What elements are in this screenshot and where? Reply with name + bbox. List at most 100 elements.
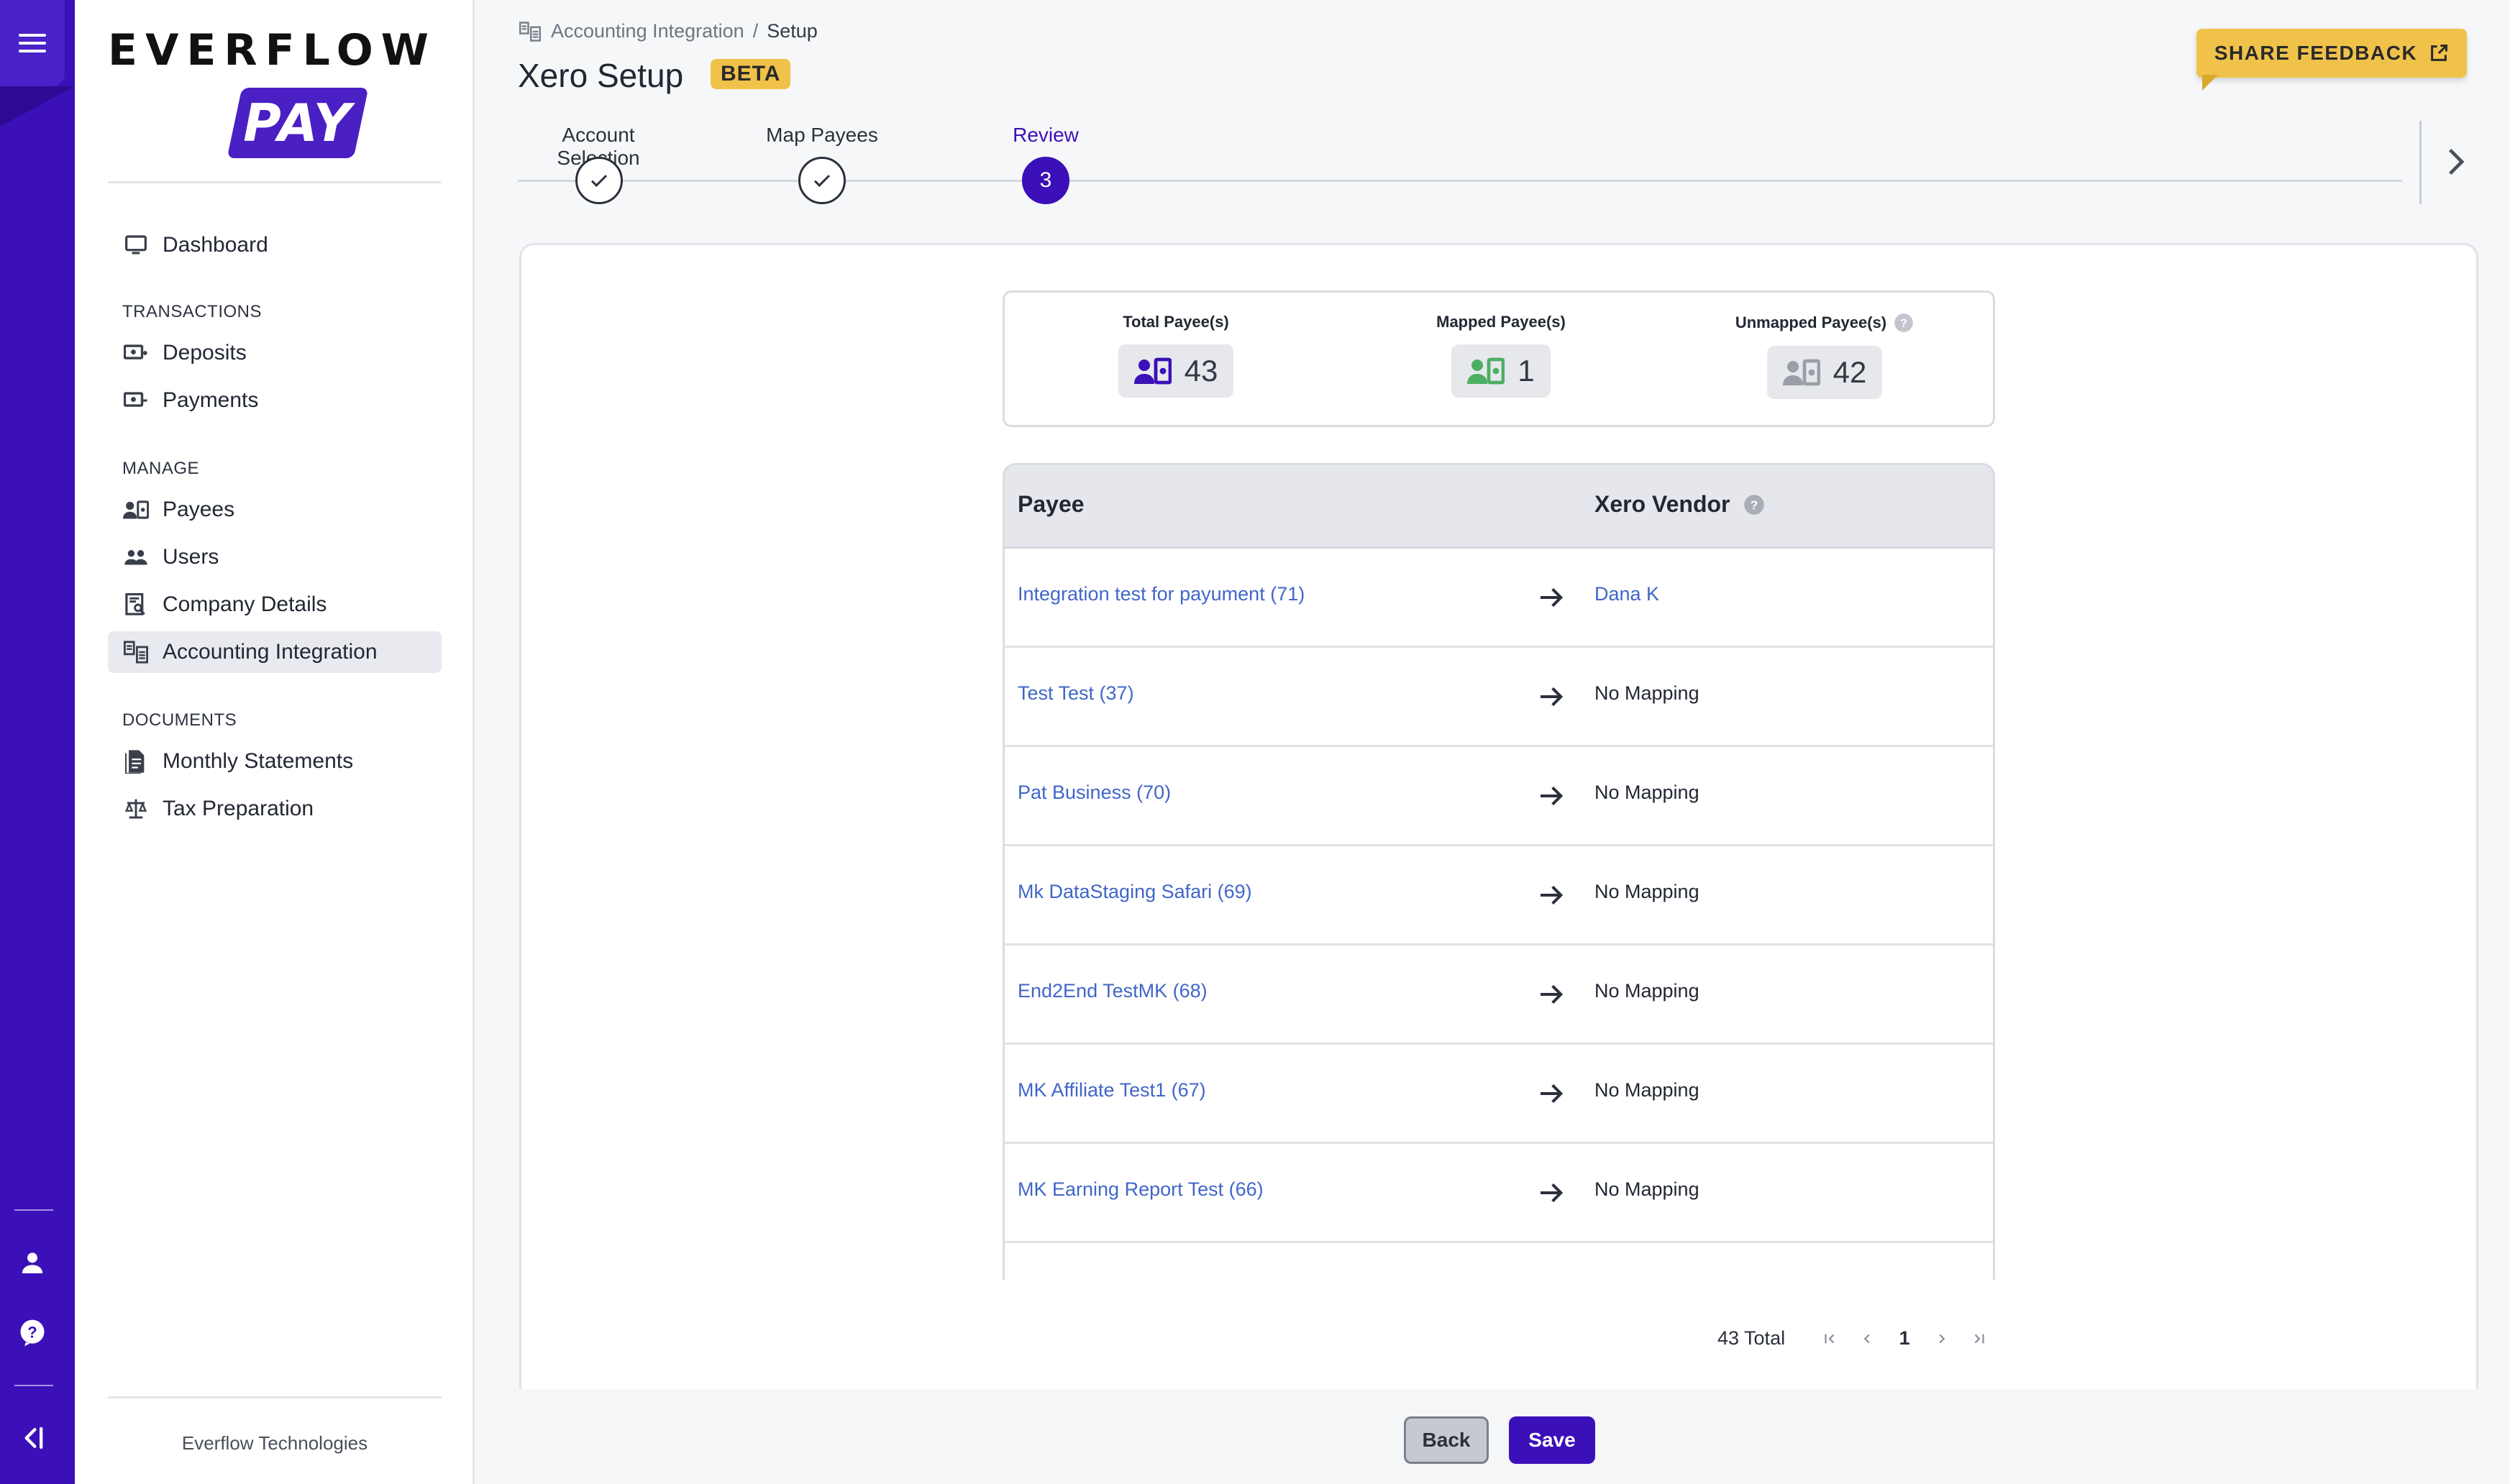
document-icon bbox=[122, 748, 150, 775]
sidebar-divider bbox=[108, 181, 442, 183]
summary-total: Total Payee(s) 43 bbox=[1068, 313, 1284, 398]
sidebar-item-deposits[interactable]: Deposits bbox=[108, 332, 442, 374]
next-page-icon[interactable] bbox=[1923, 1331, 1961, 1347]
arrow-right-icon bbox=[1537, 1079, 1566, 1108]
table-row: Integration test for payument (71) Dana … bbox=[1005, 549, 1993, 648]
summary-unmapped-value: 42 bbox=[1833, 355, 1867, 389]
step-1-complete[interactable] bbox=[575, 157, 623, 204]
feedback-tail bbox=[2202, 75, 2218, 91]
step-3-current[interactable]: 3 bbox=[1022, 157, 1069, 204]
sidebar-item-label: Payments bbox=[163, 388, 259, 412]
step-label-map-payees: Map Payees bbox=[766, 124, 878, 146]
step-2-complete[interactable] bbox=[798, 157, 846, 204]
account-icon[interactable] bbox=[0, 1245, 65, 1280]
sidebar: EVERFLOW PAY Dashboard TRANSACTIONS Depo… bbox=[75, 0, 475, 1484]
sidebar-item-label: Accounting Integration bbox=[163, 640, 378, 664]
payee-mapped-icon bbox=[1467, 357, 1505, 385]
summary-total-label: Total Payee(s) bbox=[1123, 313, 1229, 331]
first-page-icon[interactable] bbox=[1811, 1331, 1848, 1347]
save-button[interactable]: Save bbox=[1509, 1416, 1595, 1464]
column-header-xero-vendor: Xero Vendor ? bbox=[1594, 491, 1765, 518]
share-feedback-button[interactable]: SHARE FEEDBACK bbox=[2196, 29, 2467, 78]
sidebar-item-label: Tax Preparation bbox=[163, 797, 314, 820]
arrow-right-icon bbox=[1537, 1178, 1566, 1207]
users-icon bbox=[122, 544, 150, 571]
help-icon[interactable]: ? bbox=[0, 1316, 65, 1350]
summary-unmapped-label-row: Unmapped Payee(s) ? bbox=[1717, 313, 1932, 333]
help-circle-icon[interactable]: ? bbox=[1894, 313, 1914, 333]
payee-link[interactable]: Integration test for payument (71) bbox=[1018, 583, 1305, 605]
sidebar-item-monthly-statements[interactable]: Monthly Statements bbox=[108, 741, 442, 782]
sidebar-item-label: Payees bbox=[163, 498, 235, 521]
rail-divider bbox=[14, 1385, 53, 1386]
summary-total-value: 43 bbox=[1184, 354, 1218, 388]
payee-link[interactable]: MK Earning Report Test (66) bbox=[1018, 1178, 1264, 1200]
sidebar-item-label: Dashboard bbox=[163, 233, 268, 257]
external-link-icon bbox=[2429, 43, 2449, 63]
share-feedback-label: SHARE FEEDBACK bbox=[2214, 42, 2418, 64]
summary-unmapped: Unmapped Payee(s) ? 42 bbox=[1717, 313, 1932, 399]
summary-unmapped-label: Unmapped Payee(s) bbox=[1735, 313, 1887, 331]
integration-icon bbox=[519, 21, 541, 42]
vendor-mapping: No Mapping bbox=[1594, 1079, 1699, 1101]
sidebar-item-payments[interactable]: Payments bbox=[108, 380, 442, 421]
everflow-pay-logo[interactable]: EVERFLOW PAY bbox=[108, 29, 444, 158]
collapse-sidebar-icon[interactable] bbox=[0, 1421, 65, 1455]
sidebar-item-tax-preparation[interactable]: Tax Preparation bbox=[108, 788, 442, 830]
sidebar-item-label: Monthly Statements bbox=[163, 749, 354, 773]
payee-icon bbox=[1133, 357, 1172, 385]
table-row: MK Earning Report Test (66) No Mapping bbox=[1005, 1144, 1993, 1243]
sidebar-divider bbox=[108, 1396, 442, 1398]
check-icon bbox=[811, 170, 833, 191]
svg-text:?: ? bbox=[1750, 498, 1758, 512]
payee-mapping-table: Payee Xero Vendor ? Integration test for… bbox=[1003, 463, 1995, 1280]
back-button[interactable]: Back bbox=[1404, 1416, 1489, 1464]
payee-link[interactable]: Pat Business (70) bbox=[1018, 782, 1172, 803]
section-documents: DOCUMENTS bbox=[122, 710, 237, 730]
step-number: 3 bbox=[1039, 168, 1052, 192]
page-number[interactable]: 1 bbox=[1899, 1327, 1910, 1349]
payee-link[interactable]: Mk DataStaging Safari (69) bbox=[1018, 881, 1252, 902]
stepper-divider bbox=[2419, 121, 2422, 204]
sidebar-item-company-details[interactable]: Company Details bbox=[108, 584, 442, 626]
breadcrumb-current: Setup bbox=[767, 20, 818, 42]
summary-mapped: Mapped Payee(s) 1 bbox=[1393, 313, 1609, 398]
payee-icon bbox=[122, 496, 150, 523]
sidebar-item-label: Company Details bbox=[163, 592, 327, 616]
arrow-right-icon bbox=[1537, 583, 1566, 612]
last-page-icon[interactable] bbox=[1961, 1331, 1998, 1347]
payee-link[interactable]: End2End TestMK (68) bbox=[1018, 980, 1208, 1002]
summary-mapped-pill: 1 bbox=[1451, 344, 1551, 398]
scale-icon bbox=[122, 795, 150, 823]
section-transactions: TRANSACTIONS bbox=[122, 302, 263, 321]
sidebar-item-dashboard[interactable]: Dashboard bbox=[108, 224, 442, 266]
chevron-right-icon[interactable] bbox=[2441, 144, 2470, 180]
breadcrumb-parent[interactable]: Accounting Integration bbox=[551, 20, 744, 42]
check-icon bbox=[588, 170, 610, 191]
vendor-link[interactable]: Dana K bbox=[1594, 583, 1660, 605]
sidebar-item-payees[interactable]: Payees bbox=[108, 489, 442, 531]
sidebar-item-users[interactable]: Users bbox=[108, 536, 442, 578]
summary-total-pill: 43 bbox=[1118, 344, 1234, 398]
table-row: Mk DataStaging Safari (69) No Mapping bbox=[1005, 846, 1993, 945]
monitor-icon bbox=[122, 232, 150, 259]
rail-fold bbox=[0, 86, 75, 127]
arrow-right-icon bbox=[1537, 682, 1566, 711]
menu-icon[interactable] bbox=[0, 0, 65, 86]
beta-badge: BETA bbox=[711, 59, 791, 89]
integration-icon bbox=[122, 638, 150, 666]
deposit-icon bbox=[122, 339, 150, 367]
payee-link[interactable]: Test Test (37) bbox=[1018, 682, 1134, 704]
previous-page-icon[interactable] bbox=[1848, 1331, 1886, 1347]
company-footer: Everflow Technologies bbox=[181, 1432, 368, 1454]
app-rail: ? bbox=[0, 0, 75, 1484]
payee-link[interactable]: MK Affiliate Test1 (67) bbox=[1018, 1079, 1206, 1101]
sidebar-item-accounting-integration[interactable]: Accounting Integration bbox=[108, 631, 442, 673]
logo-pay-text: PAY bbox=[243, 93, 352, 153]
column-header-xero-vendor-label: Xero Vendor bbox=[1594, 491, 1730, 517]
vendor-mapping: No Mapping bbox=[1594, 1178, 1699, 1200]
help-circle-icon[interactable]: ? bbox=[1743, 494, 1765, 516]
arrow-right-icon bbox=[1537, 980, 1566, 1009]
column-header-payee: Payee bbox=[1018, 491, 1085, 517]
page-title: Xero Setup bbox=[518, 57, 684, 94]
